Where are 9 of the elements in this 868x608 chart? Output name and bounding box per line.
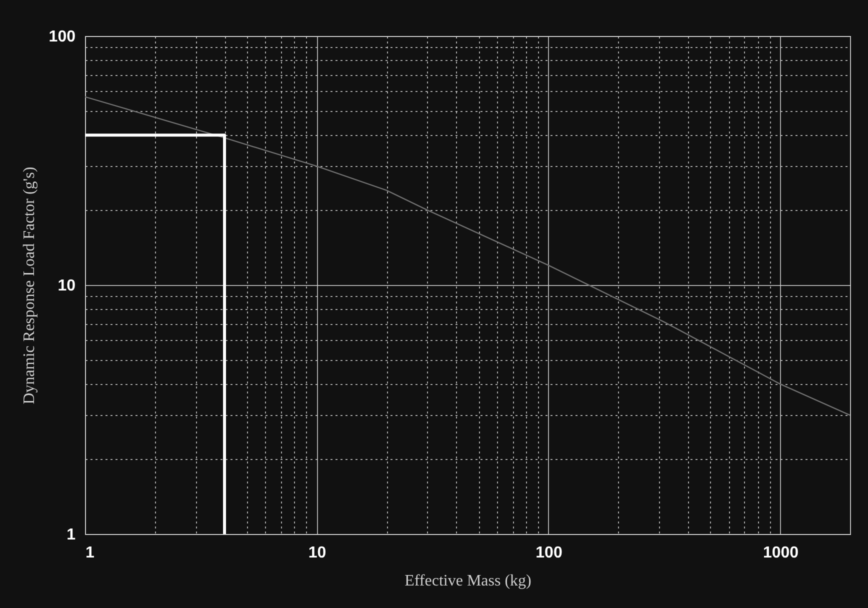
y-axis-title: Dynamic Response Load Factor (g's): [20, 166, 38, 404]
x-tick-label: 100: [536, 544, 562, 562]
x-tick-label: 10: [308, 544, 326, 562]
y-tick-label: 100: [48, 28, 76, 46]
y-tick-label: 1: [66, 526, 76, 544]
x-tick-label: 1000: [762, 544, 799, 562]
y-tick-label: 10: [58, 278, 76, 294]
x-tick-label: 1: [86, 544, 94, 562]
x-axis-title: Effective Mass (kg): [404, 572, 532, 590]
